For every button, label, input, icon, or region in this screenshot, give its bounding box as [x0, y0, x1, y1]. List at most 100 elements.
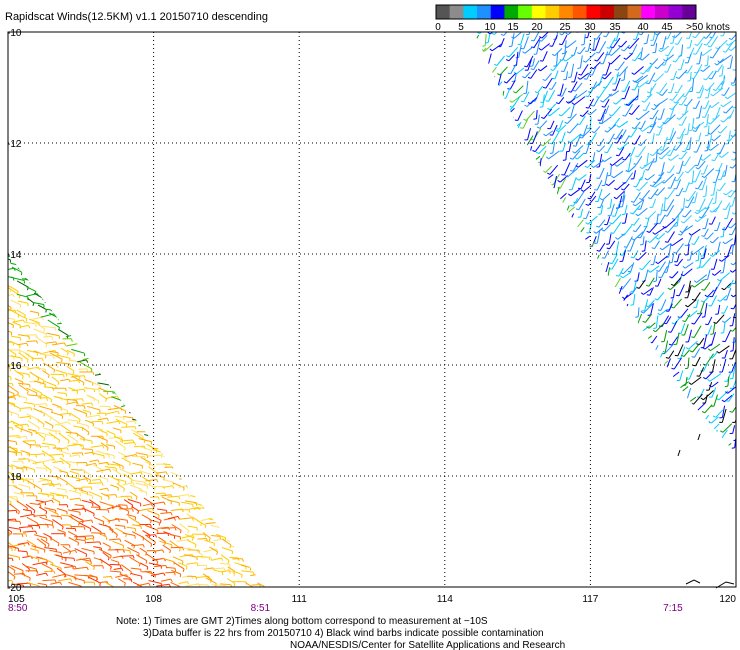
- wind-barb: [499, 439, 503, 451]
- wind-barb-flag: [635, 117, 639, 121]
- wind-barb-flag: [178, 319, 181, 323]
- wind-barb: [634, 424, 640, 434]
- wind-barb-flag: [572, 348, 577, 350]
- wind-barb-flag: [164, 330, 166, 334]
- wind-barb-flag: [563, 369, 567, 372]
- wind-barb-flag: [150, 503, 154, 507]
- wind-barb: [599, 325, 612, 334]
- wind-barb: [104, 494, 116, 496]
- wind-barb: [193, 502, 204, 507]
- wind-barb-flag: [151, 285, 154, 289]
- wind-barb: [100, 324, 109, 329]
- wind-barb: [611, 334, 614, 343]
- wind-barb-flag: [96, 362, 99, 366]
- wind-barb: [29, 310, 39, 314]
- wind-barb: [569, 366, 573, 376]
- wind-barb-flag: [492, 122, 496, 125]
- wind-barb: [240, 492, 251, 501]
- wind-barb: [258, 254, 266, 260]
- wind-barb-flag: [658, 276, 662, 279]
- wind-barb: [118, 504, 127, 506]
- wind-barb: [24, 321, 36, 325]
- wind-barb-flag: [635, 316, 639, 318]
- wind-barb: [117, 335, 128, 339]
- wind-barb-flag: [495, 441, 499, 443]
- wind-barb: [617, 412, 625, 425]
- wind-barb-flag: [471, 197, 473, 199]
- wind-barb: [473, 326, 480, 334]
- wind-barb-flag: [568, 386, 572, 389]
- wind-barb-flag: [235, 454, 237, 458]
- wind-barb-flag: [507, 72, 511, 75]
- wind-barb: [600, 205, 604, 215]
- wind-barb-flag: [708, 223, 712, 225]
- wind-barb: [525, 80, 529, 94]
- wind-barb-flag: [253, 298, 256, 302]
- wind-barb: [499, 287, 508, 295]
- wind-barb: [683, 268, 693, 277]
- wind-barb: [223, 313, 236, 317]
- wind-barb-flag: [631, 127, 635, 130]
- wind-barb: [659, 214, 666, 225]
- wind-barb: [527, 430, 536, 438]
- wind-barb-flag: [530, 367, 534, 370]
- wind-barb: [141, 379, 150, 383]
- wind-barb-flag: [42, 380, 45, 384]
- wind-barb: [664, 340, 669, 354]
- wind-barb: [566, 299, 573, 310]
- wind-barb-flag: [703, 43, 707, 46]
- wind-barb-flag: [645, 82, 650, 85]
- wind-barb-flag: [220, 487, 223, 492]
- wind-barb: [575, 341, 582, 350]
- wind-barb: [152, 449, 163, 453]
- wind-barb: [666, 204, 675, 217]
- wind-barb: [614, 408, 624, 419]
- legend-tick: 10: [484, 22, 496, 33]
- wind-barb: [485, 125, 488, 135]
- wind-barb: [245, 362, 258, 371]
- wind-barb: [56, 487, 67, 491]
- wind-barb: [523, 373, 532, 381]
- wind-barb-flag: [556, 267, 560, 270]
- wind-barb: [168, 333, 178, 338]
- legend-swatch: [545, 5, 560, 19]
- wind-barb: [103, 390, 116, 393]
- wind-barb: [27, 297, 35, 304]
- wind-barb: [181, 358, 193, 368]
- wind-barb: [20, 407, 31, 409]
- wind-barb-flag: [174, 334, 178, 338]
- wind-barb: [43, 362, 55, 371]
- wind-barb-flag: [700, 420, 704, 423]
- wind-barb-flag: [513, 314, 517, 316]
- wind-barb-flag: [707, 45, 711, 48]
- wind-barb: [155, 261, 165, 267]
- wind-barb-flag: [486, 282, 490, 286]
- wind-barb-flag: [236, 306, 240, 310]
- wind-barb-flag: [500, 362, 504, 366]
- wind-barb: [588, 320, 595, 333]
- wind-barb-flag: [261, 280, 264, 284]
- wind-barb: [659, 146, 670, 155]
- wind-barb: [622, 250, 626, 262]
- wind-barb: [25, 258, 35, 265]
- wind-barb: [666, 199, 675, 212]
- wind-barb-flag: [258, 413, 261, 417]
- wind-barb: [693, 236, 700, 245]
- wind-barb: [180, 275, 193, 279]
- wind-barb: [57, 276, 72, 280]
- wind-barb-flag: [171, 373, 174, 377]
- wind-barb: [139, 369, 152, 374]
- wind-barb: [74, 504, 84, 507]
- wind-barb: [123, 499, 133, 506]
- wind-barb: [638, 279, 646, 289]
- wind-barb: [516, 67, 525, 75]
- wind-barb-flag: [529, 186, 533, 190]
- wind-barb: [106, 430, 116, 435]
- wind-barb-flag: [200, 304, 203, 308]
- wind-barb: [138, 489, 147, 493]
- wind-barb: [608, 233, 612, 245]
- wind-barb: [60, 347, 69, 353]
- wind-barb-flag: [680, 354, 685, 357]
- wind-barb-flag: [165, 436, 168, 441]
- wind-barb: [625, 413, 628, 424]
